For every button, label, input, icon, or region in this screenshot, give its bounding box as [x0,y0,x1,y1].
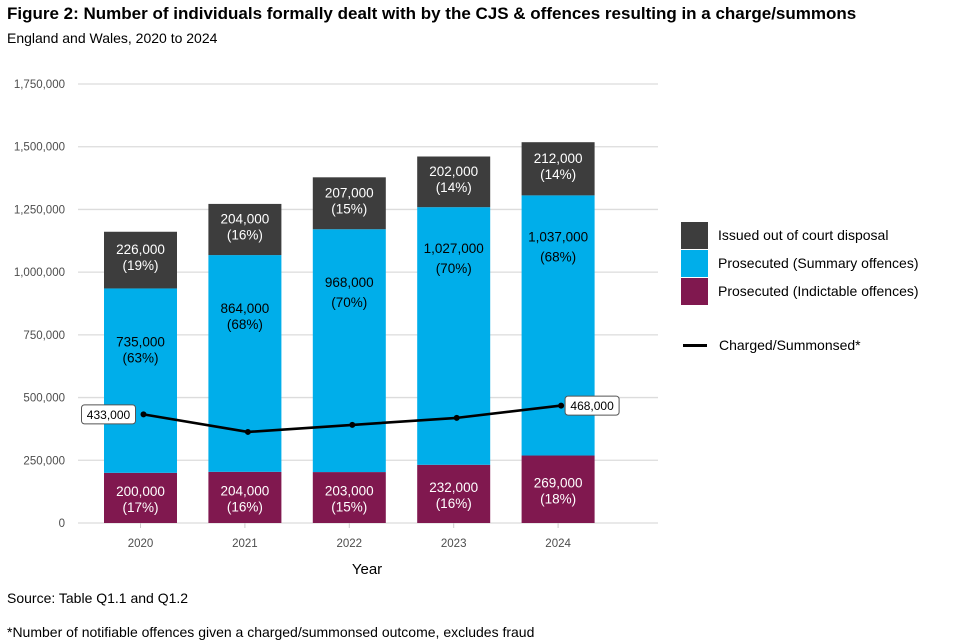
bar-segment [417,207,491,465]
bar-percent-label: (70%) [436,261,472,276]
bar-value-label: 202,000 [429,164,478,179]
legend-item-out-of-court: Issued out of court disposal [681,221,919,249]
bar-segment [104,472,177,523]
legend-item-charged: Charged/Summonsed* [681,335,919,355]
bar-percent-label: (15%) [331,500,367,515]
bar-segment [417,156,491,208]
x-tick-label: 2024 [545,538,571,550]
bar-percent-label: (16%) [227,227,263,242]
line-point [349,421,356,428]
bar-segment [208,255,282,472]
bar-percent-label: (63%) [122,350,158,365]
bar-percent-label: (14%) [540,167,576,182]
bar-value-label: 207,000 [325,185,374,200]
bar-value-label: 1,027,000 [424,241,484,256]
bar-value-label: 232,000 [429,480,478,495]
line-annotation-label: 468,000 [570,399,614,413]
legend-swatch-summary [681,249,708,277]
legend-line-swatch [683,343,707,347]
bar-segment [208,471,282,523]
line-point [453,414,460,421]
bar-segment [208,203,282,256]
y-tick-label: 1,250,000 [14,204,65,216]
legend-item-summary: Prosecuted (Summary offences) [681,249,919,277]
legend-label: Prosecuted (Summary offences) [718,255,919,271]
bar-segment [104,231,177,289]
bar-percent-label: (18%) [540,491,576,506]
line-annotation-label: 433,000 [87,408,131,422]
bar-percent-label: (17%) [122,500,158,515]
bar-segment [312,229,386,473]
bar-value-label: 204,000 [220,211,269,226]
bar-value-label: 226,000 [116,242,165,257]
bar-value-label: 968,000 [325,275,374,290]
bar-value-label: 864,000 [220,301,269,316]
bar-segment [312,472,386,523]
source-note: Source: Table Q1.1 and Q1.2 [7,590,189,606]
bar-percent-label: (19%) [122,258,158,273]
bar-percent-label: (15%) [331,201,367,216]
line-annotation-box [81,404,136,425]
bar-value-label: 203,000 [325,484,374,499]
legend-swatch-indictable [681,277,708,305]
bar-segment [417,464,491,523]
line-annotation-box [564,395,620,416]
bar-segment [312,177,386,230]
bar-segment [104,288,177,473]
y-tick-label: 500,000 [23,393,65,405]
chart-subtitle: England and Wales, 2020 to 2024 [7,30,218,46]
legend-label: Issued out of court disposal [718,227,889,243]
y-tick-label: 1,000,000 [14,267,65,279]
legend-label: Prosecuted (Indictable offences) [718,283,919,299]
line-point [140,411,147,418]
line-point [558,402,565,409]
bar-percent-label: (70%) [331,295,367,310]
bar-value-label: 269,000 [534,475,583,490]
bar-percent-label: (68%) [540,249,576,264]
bar-value-label: 735,000 [116,334,165,349]
y-tick-label: 750,000 [23,330,65,342]
bar-segment [521,142,595,196]
line-point [244,428,251,435]
legend-label: Charged/Summonsed* [719,337,861,353]
x-tick-label: 2022 [337,538,363,550]
y-tick-label: 0 [59,518,65,530]
bar-value-label: 212,000 [534,151,583,166]
x-tick-label: 2021 [232,538,258,550]
x-tick-label: 2020 [128,538,154,550]
legend-swatch-out-of-court [681,221,708,249]
bar-segment [521,455,595,523]
bar-value-label: 200,000 [116,484,165,499]
bar-percent-label: (68%) [227,317,263,332]
bar-percent-label: (16%) [227,499,263,514]
bar-percent-label: (14%) [436,180,472,195]
bar-value-label: 1,037,000 [528,229,588,244]
x-tick-label: 2023 [441,538,467,550]
y-tick-label: 1,500,000 [14,142,65,154]
y-tick-label: 1,750,000 [14,79,65,91]
bar-percent-label: (16%) [436,496,472,511]
y-tick-label: 250,000 [23,455,65,467]
legend-item-indictable: Prosecuted (Indictable offences) [681,277,919,305]
bar-value-label: 204,000 [220,483,269,498]
chart-title: Figure 2: Number of individuals formally… [7,4,857,23]
x-axis-title: Year [352,561,382,578]
legend: Issued out of court disposal Prosecuted … [681,221,919,355]
footnote: *Number of notifiable offences given a c… [7,624,535,640]
